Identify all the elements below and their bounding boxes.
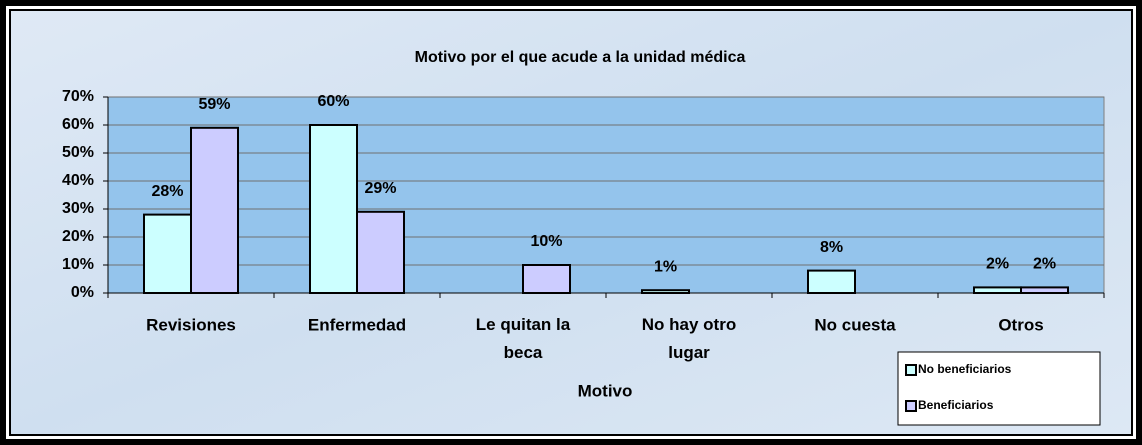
x-tick-label: Otros: [998, 315, 1043, 334]
legend-swatch: [905, 364, 917, 376]
data-label: 29%: [364, 180, 396, 197]
data-label: 28%: [151, 183, 183, 200]
bar: [356, 210, 405, 294]
legend-label: Beneficiarios: [918, 398, 994, 412]
bar: [973, 286, 1022, 294]
y-tick-label: 30%: [62, 200, 94, 217]
y-tick-label: 70%: [62, 88, 94, 105]
legend-swatch: [905, 400, 917, 412]
data-label: 10%: [530, 233, 562, 250]
bar: [309, 124, 358, 294]
y-tick-label: 60%: [62, 116, 94, 133]
y-tick-label: 20%: [62, 228, 94, 245]
bar: [807, 269, 856, 295]
data-label: 60%: [317, 93, 349, 110]
x-tick-label: Le quitan la beca: [476, 315, 571, 362]
data-label: 2%: [1033, 256, 1056, 273]
x-tick-label: No hay otro lugar: [642, 315, 736, 362]
chart-title: Motivo por el que acude a la unidad médi…: [415, 49, 746, 66]
bar: [641, 289, 690, 295]
y-tick-label: 40%: [62, 172, 94, 189]
x-tick-label: Revisiones: [146, 315, 236, 334]
x-tick-label: No cuesta: [814, 315, 896, 334]
legend: [897, 351, 1101, 426]
data-label: 8%: [820, 239, 843, 256]
legend-label: No beneficiarios: [918, 362, 1012, 376]
bar: [522, 264, 571, 294]
bar: [143, 213, 192, 295]
y-tick-label: 10%: [62, 256, 94, 273]
plot-area: [107, 96, 1105, 294]
x-axis-title: Motivo: [578, 381, 633, 400]
data-label: 59%: [198, 96, 230, 113]
y-tick-label: 50%: [62, 144, 94, 161]
bar: [190, 126, 239, 294]
data-label: 2%: [986, 256, 1009, 273]
x-tick-label: Enfermedad: [308, 315, 406, 334]
y-tick-label: 0%: [71, 284, 94, 301]
bar: [1020, 286, 1069, 294]
data-label: 1%: [654, 258, 677, 275]
